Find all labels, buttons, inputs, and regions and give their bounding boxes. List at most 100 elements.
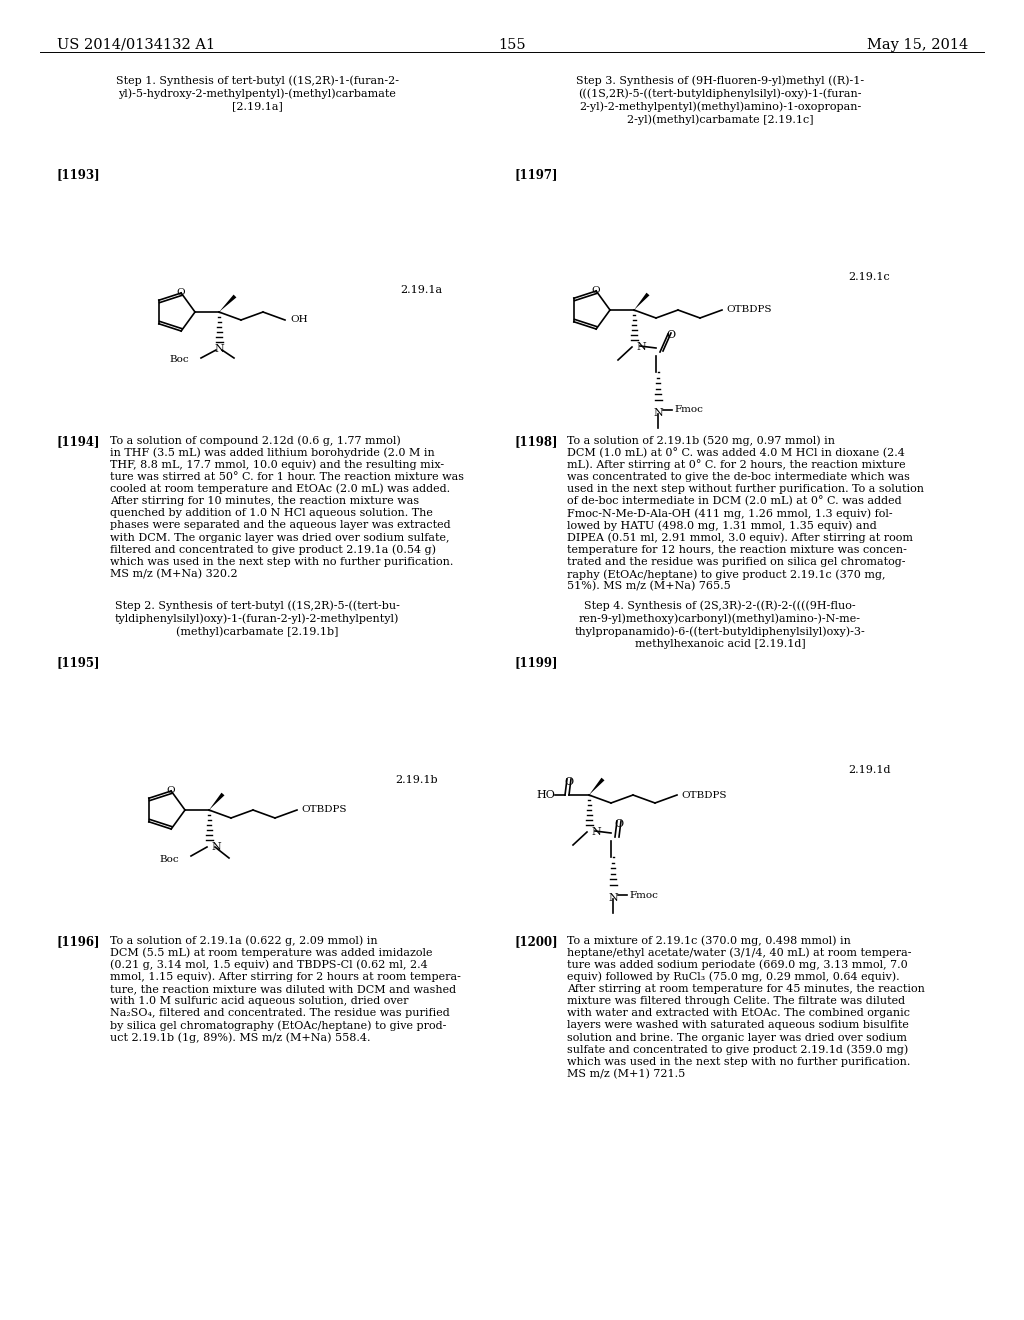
Text: phases were separated and the aqueous layer was extracted: phases were separated and the aqueous la… xyxy=(110,520,451,531)
Text: which was used in the next step with no further purification.: which was used in the next step with no … xyxy=(110,557,454,568)
Text: (methyl)carbamate [2.19.1b]: (methyl)carbamate [2.19.1b] xyxy=(176,626,338,636)
Text: Fmoc-N-Me-D-Ala-OH (411 mg, 1.26 mmol, 1.3 equiv) fol-: Fmoc-N-Me-D-Ala-OH (411 mg, 1.26 mmol, 1… xyxy=(567,508,893,519)
Text: Boc: Boc xyxy=(169,355,189,364)
Text: [1194]: [1194] xyxy=(57,436,100,447)
Text: thylpropanamido)-6-((tert-butyldiphenylsilyl)oxy)-3-: thylpropanamido)-6-((tert-butyldiphenyls… xyxy=(574,626,865,636)
Text: trated and the residue was purified on silica gel chromatog-: trated and the residue was purified on s… xyxy=(567,557,905,568)
Text: quenched by addition of 1.0 N HCl aqueous solution. The: quenched by addition of 1.0 N HCl aqueou… xyxy=(110,508,433,519)
Text: OTBDPS: OTBDPS xyxy=(726,305,771,314)
Text: O: O xyxy=(667,330,676,341)
Text: May 15, 2014: May 15, 2014 xyxy=(866,38,968,51)
Text: DCM (5.5 mL) at room temperature was added imidazole: DCM (5.5 mL) at room temperature was add… xyxy=(110,948,432,958)
Polygon shape xyxy=(634,293,649,310)
Text: [1195]: [1195] xyxy=(57,656,100,669)
Text: ren-9-yl)methoxy)carbonyl)(methyl)amino-)-N-me-: ren-9-yl)methoxy)carbonyl)(methyl)amino-… xyxy=(579,612,861,623)
Text: 2.19.1c: 2.19.1c xyxy=(848,272,890,282)
Text: layers were washed with saturated aqueous sodium bisulfite: layers were washed with saturated aqueou… xyxy=(567,1020,909,1031)
Text: To a solution of compound 2.12d (0.6 g, 1.77 mmol): To a solution of compound 2.12d (0.6 g, … xyxy=(110,436,400,446)
Text: O: O xyxy=(564,777,573,787)
Text: Step 2. Synthesis of tert-butyl ((1S,2R)-5-((tert-bu-: Step 2. Synthesis of tert-butyl ((1S,2R)… xyxy=(115,601,399,611)
Text: used in the next step without further purification. To a solution: used in the next step without further pu… xyxy=(567,484,924,494)
Text: of de-boc intermediate in DCM (2.0 mL) at 0° C. was added: of de-boc intermediate in DCM (2.0 mL) a… xyxy=(567,496,901,507)
Text: heptane/ethyl acetate/water (3/1/4, 40 mL) at room tempera-: heptane/ethyl acetate/water (3/1/4, 40 m… xyxy=(567,948,911,958)
Text: OTBDPS: OTBDPS xyxy=(301,805,346,814)
Text: O: O xyxy=(167,787,175,796)
Text: DIPEA (0.51 ml, 2.91 mmol, 3.0 equiv). After stirring at room: DIPEA (0.51 ml, 2.91 mmol, 3.0 equiv). A… xyxy=(567,532,913,543)
Text: US 2014/0134132 A1: US 2014/0134132 A1 xyxy=(57,38,215,51)
Text: uct 2.19.1b (1g, 89%). MS m/z (M+Na) 558.4.: uct 2.19.1b (1g, 89%). MS m/z (M+Na) 558… xyxy=(110,1032,371,1043)
Text: THF, 8.8 mL, 17.7 mmol, 10.0 equiv) and the resulting mix-: THF, 8.8 mL, 17.7 mmol, 10.0 equiv) and … xyxy=(110,459,444,470)
Text: N: N xyxy=(608,894,617,903)
Text: with 1.0 M sulfuric acid aqueous solution, dried over: with 1.0 M sulfuric acid aqueous solutio… xyxy=(110,997,409,1006)
Text: mixture was filtered through Celite. The filtrate was diluted: mixture was filtered through Celite. The… xyxy=(567,997,905,1006)
Text: To a solution of 2.19.1b (520 mg, 0.97 mmol) in: To a solution of 2.19.1b (520 mg, 0.97 m… xyxy=(567,436,835,446)
Text: After stirring for 10 minutes, the reaction mixture was: After stirring for 10 minutes, the react… xyxy=(110,496,419,506)
Text: mL). After stirring at 0° C. for 2 hours, the reaction mixture: mL). After stirring at 0° C. for 2 hours… xyxy=(567,459,905,470)
Text: 2-yl)-2-methylpentyl)(methyl)amino)-1-oxopropan-: 2-yl)-2-methylpentyl)(methyl)amino)-1-ox… xyxy=(579,102,861,112)
Text: OTBDPS: OTBDPS xyxy=(681,791,726,800)
Polygon shape xyxy=(219,294,237,312)
Text: O: O xyxy=(177,289,185,297)
Text: equiv) followed by RuCl₃ (75.0 mg, 0.29 mmol, 0.64 equiv).: equiv) followed by RuCl₃ (75.0 mg, 0.29 … xyxy=(567,972,900,982)
Text: by silica gel chromatography (EtOAc/heptane) to give prod-: by silica gel chromatography (EtOAc/hept… xyxy=(110,1020,446,1031)
Text: with DCM. The organic layer was dried over sodium sulfate,: with DCM. The organic layer was dried ov… xyxy=(110,532,450,543)
Text: Step 1. Synthesis of tert-butyl ((1S,2R)-1-(furan-2-: Step 1. Synthesis of tert-butyl ((1S,2R)… xyxy=(116,75,398,86)
Text: 2.19.1b: 2.19.1b xyxy=(395,775,437,785)
Text: N: N xyxy=(591,828,601,837)
Text: ture was added sodium periodate (669.0 mg, 3.13 mmol, 7.0: ture was added sodium periodate (669.0 m… xyxy=(567,960,907,970)
Text: [1196]: [1196] xyxy=(57,935,100,948)
Text: which was used in the next step with no further purification.: which was used in the next step with no … xyxy=(567,1057,910,1067)
Text: [1199]: [1199] xyxy=(515,656,558,669)
Text: 155: 155 xyxy=(499,38,525,51)
Text: solution and brine. The organic layer was dried over sodium: solution and brine. The organic layer wa… xyxy=(567,1032,907,1043)
Text: filtered and concentrated to give product 2.19.1a (0.54 g): filtered and concentrated to give produc… xyxy=(110,545,436,556)
Text: yl)-5-hydroxy-2-methylpentyl)-(methyl)carbamate: yl)-5-hydroxy-2-methylpentyl)-(methyl)ca… xyxy=(118,88,396,99)
Text: (0.21 g, 3.14 mol, 1.5 equiv) and TBDPS-Cl (0.62 ml, 2.4: (0.21 g, 3.14 mol, 1.5 equiv) and TBDPS-… xyxy=(110,960,428,970)
Text: 2.19.1a: 2.19.1a xyxy=(400,285,442,294)
Text: with water and extracted with EtOAc. The combined organic: with water and extracted with EtOAc. The… xyxy=(567,1008,910,1018)
Polygon shape xyxy=(209,793,224,810)
Text: was concentrated to give the de-boc intermediate which was: was concentrated to give the de-boc inte… xyxy=(567,471,910,482)
Text: Fmoc: Fmoc xyxy=(674,405,702,414)
Text: [1197]: [1197] xyxy=(515,168,558,181)
Text: N: N xyxy=(214,345,224,354)
Text: Step 4. Synthesis of (2S,3R)-2-((R)-2-((((9H-fluo-: Step 4. Synthesis of (2S,3R)-2-((R)-2-((… xyxy=(584,601,856,611)
Text: [1200]: [1200] xyxy=(515,935,559,948)
Text: O: O xyxy=(614,818,624,829)
Text: DCM (1.0 mL) at 0° C. was added 4.0 M HCl in dioxane (2.4: DCM (1.0 mL) at 0° C. was added 4.0 M HC… xyxy=(567,447,905,458)
Text: N: N xyxy=(653,408,663,418)
Polygon shape xyxy=(589,777,604,795)
Text: N: N xyxy=(636,342,646,352)
Text: Fmoc: Fmoc xyxy=(629,891,657,899)
Text: To a solution of 2.19.1a (0.622 g, 2.09 mmol) in: To a solution of 2.19.1a (0.622 g, 2.09 … xyxy=(110,935,378,945)
Text: temperature for 12 hours, the reaction mixture was concen-: temperature for 12 hours, the reaction m… xyxy=(567,545,907,554)
Text: sulfate and concentrated to give product 2.19.1d (359.0 mg): sulfate and concentrated to give product… xyxy=(567,1045,908,1056)
Text: raphy (EtOAc/heptane) to give product 2.19.1c (370 mg,: raphy (EtOAc/heptane) to give product 2.… xyxy=(567,569,886,579)
Text: 2.19.1d: 2.19.1d xyxy=(848,766,891,775)
Text: 2-yl)(methyl)carbamate [2.19.1c]: 2-yl)(methyl)carbamate [2.19.1c] xyxy=(627,114,813,124)
Text: After stirring at room temperature for 45 minutes, the reaction: After stirring at room temperature for 4… xyxy=(567,983,925,994)
Text: Step 3. Synthesis of (9H-fluoren-9-yl)methyl ((R)-1-: Step 3. Synthesis of (9H-fluoren-9-yl)me… xyxy=(575,75,864,86)
Text: Boc: Boc xyxy=(160,855,179,865)
Text: ture was stirred at 50° C. for 1 hour. The reaction mixture was: ture was stirred at 50° C. for 1 hour. T… xyxy=(110,471,464,482)
Text: OH: OH xyxy=(290,314,307,323)
Text: methylhexanoic acid [2.19.1d]: methylhexanoic acid [2.19.1d] xyxy=(635,639,805,649)
Text: ture, the reaction mixture was diluted with DCM and washed: ture, the reaction mixture was diluted w… xyxy=(110,983,456,994)
Text: cooled at room temperature and EtOAc (2.0 mL) was added.: cooled at room temperature and EtOAc (2.… xyxy=(110,484,451,495)
Text: [1198]: [1198] xyxy=(515,436,558,447)
Text: in THF (3.5 mL) was added lithium borohydride (2.0 M in: in THF (3.5 mL) was added lithium borohy… xyxy=(110,447,435,458)
Text: [1193]: [1193] xyxy=(57,168,100,181)
Text: [2.19.1a]: [2.19.1a] xyxy=(231,102,283,111)
Text: HO: HO xyxy=(537,789,555,800)
Text: Na₂SO₄, filtered and concentrated. The residue was purified: Na₂SO₄, filtered and concentrated. The r… xyxy=(110,1008,450,1018)
Text: To a mixture of 2.19.1c (370.0 mg, 0.498 mmol) in: To a mixture of 2.19.1c (370.0 mg, 0.498… xyxy=(567,935,851,945)
Text: N: N xyxy=(211,842,221,851)
Text: MS m/z (M+Na) 320.2: MS m/z (M+Na) 320.2 xyxy=(110,569,238,579)
Text: mmol, 1.15 equiv). After stirring for 2 hours at room tempera-: mmol, 1.15 equiv). After stirring for 2 … xyxy=(110,972,461,982)
Text: (((1S,2R)-5-((tert-butyldiphenylsilyl)-oxy)-1-(furan-: (((1S,2R)-5-((tert-butyldiphenylsilyl)-o… xyxy=(579,88,862,99)
Text: O: O xyxy=(592,286,600,296)
Text: MS m/z (M+1) 721.5: MS m/z (M+1) 721.5 xyxy=(567,1069,685,1080)
Text: tyldiphenylsilyl)oxy)-1-(furan-2-yl)-2-methylpentyl): tyldiphenylsilyl)oxy)-1-(furan-2-yl)-2-m… xyxy=(115,612,399,623)
Text: 51%). MS m/z (M+Na) 765.5: 51%). MS m/z (M+Na) 765.5 xyxy=(567,581,731,591)
Text: lowed by HATU (498.0 mg, 1.31 mmol, 1.35 equiv) and: lowed by HATU (498.0 mg, 1.31 mmol, 1.35… xyxy=(567,520,877,531)
